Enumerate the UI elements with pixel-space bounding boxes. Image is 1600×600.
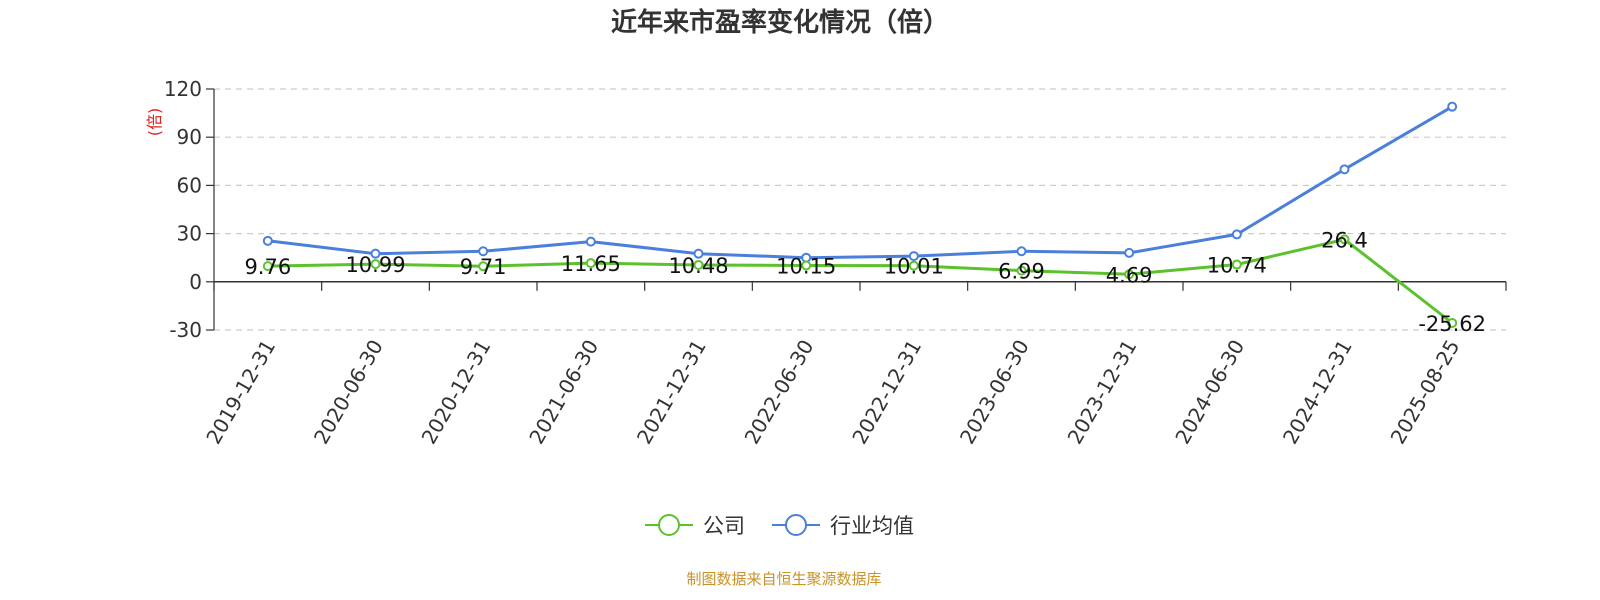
- data-point: [1016, 246, 1027, 257]
- data-point: [1339, 234, 1350, 245]
- data-point: [262, 261, 273, 272]
- data-point: [478, 246, 489, 257]
- legend-item-industry-average[interactable]: 行业均值: [772, 514, 914, 538]
- data-point: [585, 258, 596, 269]
- data-point: [1231, 229, 1242, 240]
- data-label: 10.01: [884, 255, 944, 279]
- x-tick-label: 2020-12-31: [417, 335, 496, 448]
- data-label: 10.74: [1207, 254, 1267, 278]
- series-layer: [262, 101, 1458, 328]
- x-tick-label: 2022-06-30: [740, 336, 819, 449]
- legend-item-company[interactable]: 公司: [645, 514, 745, 538]
- source-note: 制图数据来自恒生聚源数据库: [686, 570, 881, 588]
- data-labels: 9.76 10.99 9.71 11.65 10.48 10.15 10.01 6.99 4.6…: [244, 228, 1486, 336]
- y-tick-label: 30: [177, 222, 202, 246]
- x-tick-label: 2020-06-30: [309, 336, 388, 449]
- data-label: 26.4: [1321, 228, 1368, 252]
- data-point: [693, 248, 704, 259]
- series-line: [267, 105, 1453, 260]
- legend-label: 公司: [703, 514, 745, 538]
- data-point: [1016, 265, 1027, 276]
- data-point: [1124, 247, 1135, 258]
- data-label: 9.71: [460, 255, 507, 279]
- series-industry-average: [262, 101, 1458, 263]
- legend-label: 行业均值: [830, 514, 914, 538]
- x-tick-label: 2024-06-30: [1170, 336, 1249, 449]
- x-tick-label: 2023-12-31: [1063, 336, 1142, 449]
- y-tick-label: 90: [177, 125, 202, 149]
- data-label: 10.15: [776, 254, 836, 278]
- data-label: -25.62: [1418, 312, 1486, 336]
- x-tick-label: 2025-08-25: [1386, 336, 1465, 449]
- y-axis-ticks: -30 0 30 60 90 120: [164, 77, 214, 342]
- x-tick-label: 2021-06-30: [524, 336, 603, 449]
- x-axis-ticks: 2019-12-31 2020-06-30 2020-12-31 2021-06-30…: [201, 281, 1507, 449]
- data-point: [908, 260, 919, 271]
- x-tick-label: 2023-06-30: [955, 336, 1034, 449]
- data-point: [1339, 164, 1350, 175]
- legend-marker-icon: [658, 514, 680, 536]
- y-axis-label: (倍): [145, 108, 164, 137]
- data-point: [801, 260, 812, 271]
- y-tick-label: 120: [164, 77, 202, 101]
- series-company: [262, 234, 1458, 328]
- chart-title: 近年来市盈率变化情况（倍）: [611, 7, 949, 38]
- y-tick-label: -30: [169, 318, 202, 342]
- data-label: 9.76: [244, 255, 291, 279]
- x-tick-label: 2022-12-31: [847, 335, 926, 448]
- data-label: 10.48: [668, 254, 728, 278]
- data-label: 10.99: [345, 253, 405, 277]
- data-point: [1447, 317, 1458, 328]
- data-point: [693, 259, 704, 270]
- legend: 公司 行业均值: [645, 514, 914, 538]
- y-tick-label: 60: [177, 173, 202, 197]
- data-point: [908, 251, 919, 262]
- data-label: 4.69: [1106, 263, 1153, 287]
- x-tick-label: 2021-12-31: [632, 336, 711, 449]
- y-tick-label: 0: [189, 270, 202, 294]
- data-point: [585, 236, 596, 247]
- data-point: [478, 261, 489, 272]
- data-label: 11.65: [561, 252, 621, 276]
- legend-marker-icon: [785, 514, 807, 536]
- grid-lines: [214, 88, 1506, 331]
- data-point: [370, 259, 381, 270]
- data-point: [1124, 269, 1135, 280]
- data-label: 6.99: [998, 260, 1045, 284]
- data-point: [262, 235, 273, 246]
- data-point: [370, 248, 381, 259]
- series-line: [267, 237, 1454, 325]
- data-point: [1231, 259, 1242, 270]
- x-tick-label: 2019-12-31: [201, 336, 280, 449]
- data-point: [1447, 101, 1458, 112]
- axes: [213, 89, 1506, 330]
- x-tick-label: 2024-12-31: [1278, 336, 1357, 449]
